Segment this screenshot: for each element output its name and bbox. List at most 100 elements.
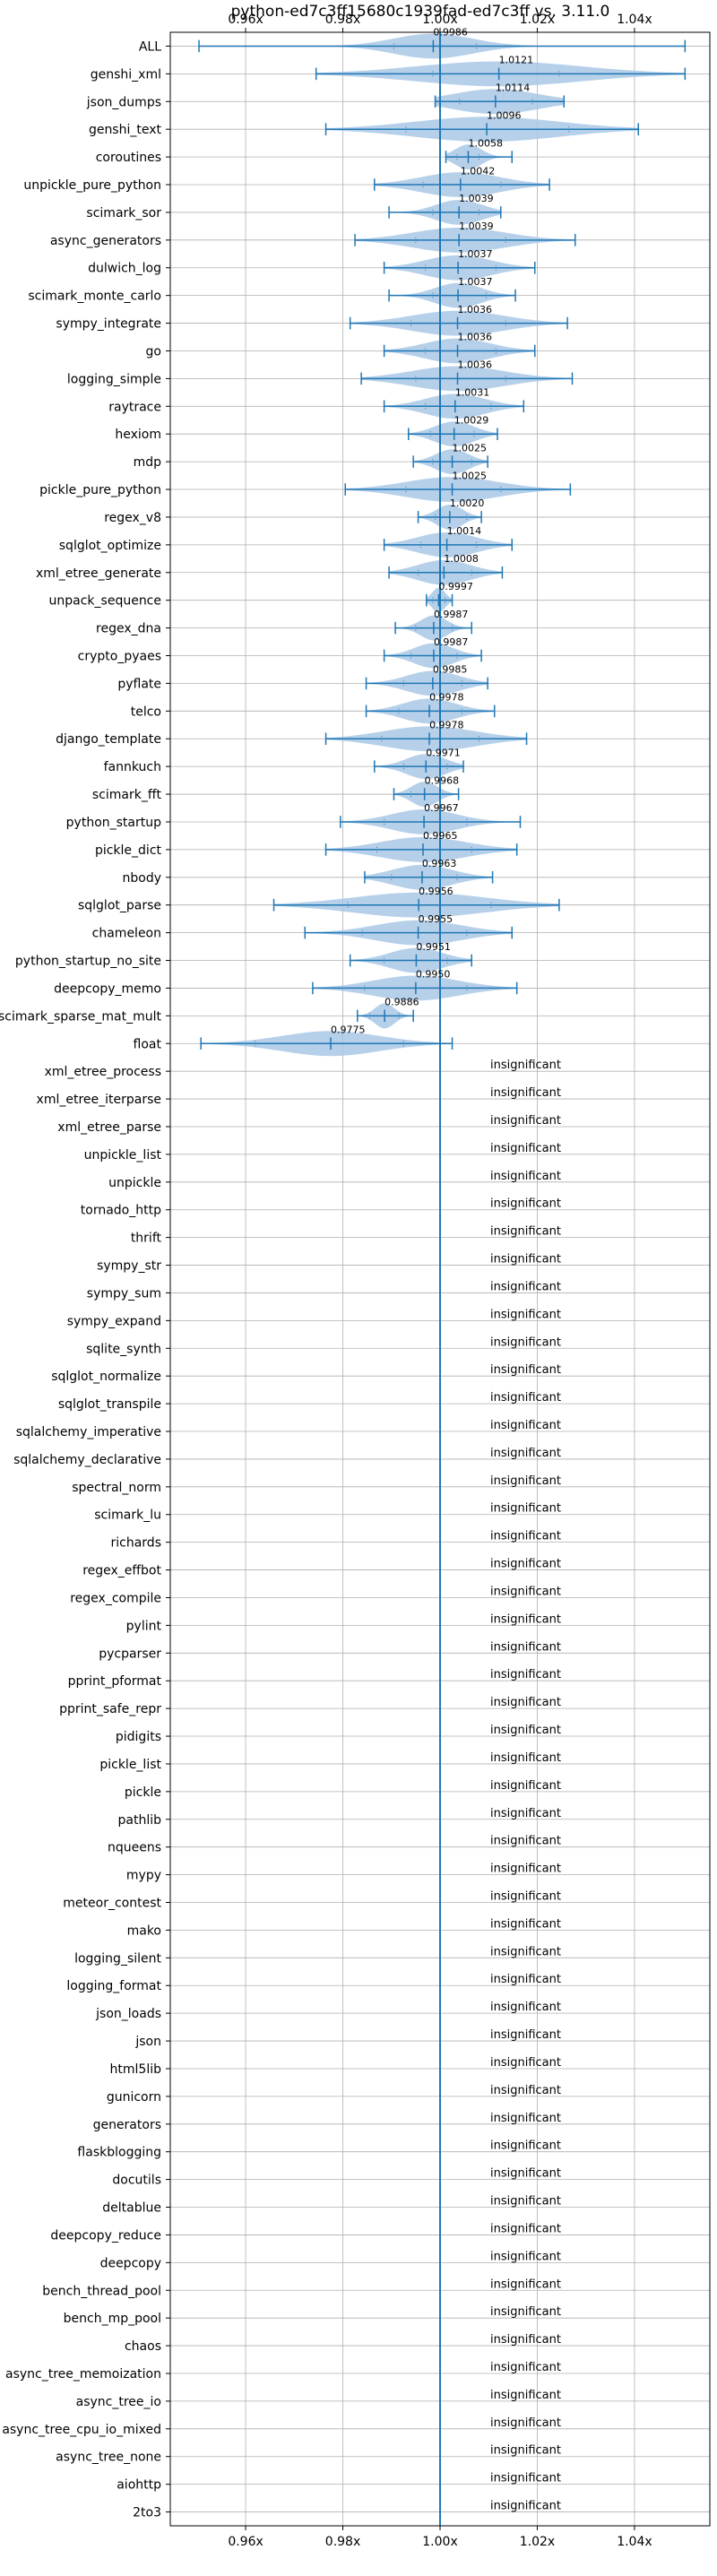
mean-value-label: 0.9955 [419, 913, 454, 925]
mean-value-label: 1.0039 [459, 193, 494, 204]
benchmark-name-label: html5lib [110, 2062, 162, 2077]
benchmark-name-label: bench_thread_pool [42, 2284, 161, 2298]
mean-value-label: 1.0114 [496, 82, 531, 94]
insignificant-label: insignificant [490, 1142, 561, 1155]
mean-value-label: 0.9886 [384, 997, 419, 1008]
benchmark-name-label: regex_dna [96, 622, 161, 636]
mean-value-label: 1.0096 [487, 109, 522, 121]
insignificant-label: insignificant [490, 1945, 561, 1958]
benchmark-name-label: unpack_sequence [49, 594, 161, 609]
benchmark-name-label: ALL [139, 39, 161, 54]
insignificant-label: insignificant [490, 1086, 561, 1100]
mean-value-label: 0.9985 [433, 664, 468, 676]
mean-value-label: 0.9967 [424, 802, 459, 814]
benchmark-name-label: nbody [123, 871, 162, 886]
benchmark-name-label: sympy_integrate [56, 317, 161, 332]
mean-value-label: 1.0036 [458, 359, 492, 371]
benchmark-name-label: async_generators [50, 234, 161, 248]
benchmark-name-label: raytrace [108, 400, 161, 414]
benchmark-name-label: xml_etree_iterparse [37, 1093, 161, 1107]
plot-frame [169, 31, 711, 2527]
benchmark-name-label: sqlglot_parse [78, 899, 161, 913]
mean-value-label: 1.0029 [454, 414, 488, 426]
insignificant-label: insignificant [490, 2500, 561, 2513]
mean-value-label: 1.0025 [453, 442, 488, 454]
mean-value-label: 0.9956 [419, 886, 454, 897]
benchmark-name-label: sympy_str [97, 1259, 161, 1274]
chart-title: python-ed7c3ff15680c1939fad-ed7c3ff vs. … [231, 3, 610, 21]
mean-value-label: 0.9987 [434, 636, 469, 648]
insignificant-label: insignificant [490, 2333, 561, 2347]
benchmark-name-label: unpickle_pure_python [23, 178, 161, 193]
insignificant-label: insignificant [490, 2001, 561, 2014]
mean-value-label: 0.9963 [422, 858, 457, 869]
insignificant-label: insignificant [490, 2112, 561, 2125]
benchmark-name-label: python_startup_no_site [15, 955, 161, 969]
benchmark-name-label: scimark_sparse_mat_mult [0, 1009, 162, 1024]
mean-value-label: 1.0014 [447, 525, 481, 537]
mean-value-label: 1.0037 [458, 248, 492, 260]
mean-value-label: 0.9968 [425, 774, 459, 786]
insignificant-label: insignificant [490, 1253, 561, 1266]
insignificant-label: insignificant [490, 2167, 561, 2181]
insignificant-label: insignificant [490, 1585, 561, 1598]
insignificant-label: insignificant [490, 1336, 561, 1349]
benchmark-name-label: mdp [134, 455, 162, 470]
benchmark-name-label: tornado_http [81, 1204, 161, 1218]
mean-value-label: 1.0008 [444, 553, 479, 565]
benchmark-name-label: logging_simple [67, 372, 161, 386]
insignificant-label: insignificant [490, 1170, 561, 1183]
benchmark-name-label: async_tree_io [76, 2395, 161, 2409]
x-axis: 0.96x 0.96x 0.98x 0.98x 1.00x 1.00x 1.02x 1.02x… [228, 13, 652, 2549]
mean-value-label: 0.9997 [438, 581, 473, 592]
insignificant-label: insignificant [490, 1059, 561, 1072]
benchmark-name-label: regex_effbot [82, 1564, 161, 1578]
benchmark-name-label: meteor_contest [63, 1897, 161, 1911]
benchmark-name-label: sympy_expand [67, 1314, 161, 1328]
insignificant-label: insignificant [490, 2278, 561, 2291]
insignificant-label: insignificant [490, 1558, 561, 1571]
insignificant-label: insignificant [490, 2028, 561, 2042]
benchmark-name-label: go [146, 344, 161, 359]
mean-value-label: 1.0037 [458, 276, 492, 288]
benchmark-name-label: json_dumps [86, 95, 161, 109]
benchmark-name-label: deepcopy_reduce [50, 2228, 161, 2243]
benchmark-name-label: flaskblogging [77, 2146, 161, 2160]
insignificant-label: insignificant [490, 2139, 561, 2153]
mean-value-label: 1.0036 [458, 304, 492, 316]
x-tick-label-bottom: 1.00x [422, 2535, 457, 2549]
insignificant-label: insignificant [490, 1280, 561, 1293]
benchmark-name-label: scimark_monte_carlo [28, 290, 161, 304]
benchmark-name-label: pickle_dict [95, 843, 162, 858]
insignificant-label: insignificant [490, 1612, 561, 1626]
insignificant-label: insignificant [490, 1447, 561, 1460]
benchmark-name-label: pycparser [99, 1647, 161, 1661]
insignificant-label: insignificant [490, 1973, 561, 1986]
insignificant-label: insignificant [490, 2444, 561, 2458]
insignificant-label: insignificant [490, 1696, 561, 1709]
insignificant-label: insignificant [490, 1835, 561, 1848]
benchmark-name-label: xml_etree_parse [57, 1120, 161, 1135]
benchmark-name-label: regex_compile [70, 1591, 161, 1605]
insignificant-label: insignificant [490, 2195, 561, 2209]
insignificant-label: insignificant [490, 1363, 561, 1377]
benchmark-name-label: logging_format [66, 1979, 161, 1993]
mean-value-label: 1.0036 [458, 332, 492, 343]
x-tick-label-top: 1.02x [520, 13, 555, 27]
benchmark-name-label: coroutines [96, 151, 161, 165]
benchmark-name-label: chameleon [92, 927, 161, 941]
mean-value-label: 0.9971 [426, 747, 461, 758]
benchmark-name-label: sqlglot_normalize [51, 1370, 161, 1384]
benchmark-name-label: genshi_text [89, 123, 162, 137]
mean-value-label: 0.9978 [429, 692, 464, 704]
benchmark-name-label: json_loads [95, 2007, 161, 2021]
insignificant-label: insignificant [490, 2472, 561, 2485]
insignificant-label: insignificant [490, 1890, 561, 1904]
insignificant-label: insignificant [490, 2389, 561, 2402]
benchmark-name-label: pathlib [118, 1813, 162, 1828]
benchmark-name-label: pprint_pformat [68, 1674, 162, 1689]
insignificant-label: insignificant [490, 1391, 561, 1405]
insignificant-label: insignificant [490, 1779, 561, 1793]
insignificant-label: insignificant [490, 1308, 561, 1321]
insignificant-label: insignificant [490, 2084, 561, 2097]
